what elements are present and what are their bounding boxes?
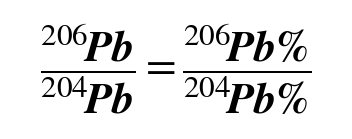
Text: $\dfrac{{}^{206}\!\boldsymbol{Pb}}{{}^{204}\!\boldsymbol{Pb}} = \dfrac{{}^{206}\: $\dfrac{{}^{206}\!\boldsymbol{Pb}}{{}^{2… xyxy=(40,22,312,117)
